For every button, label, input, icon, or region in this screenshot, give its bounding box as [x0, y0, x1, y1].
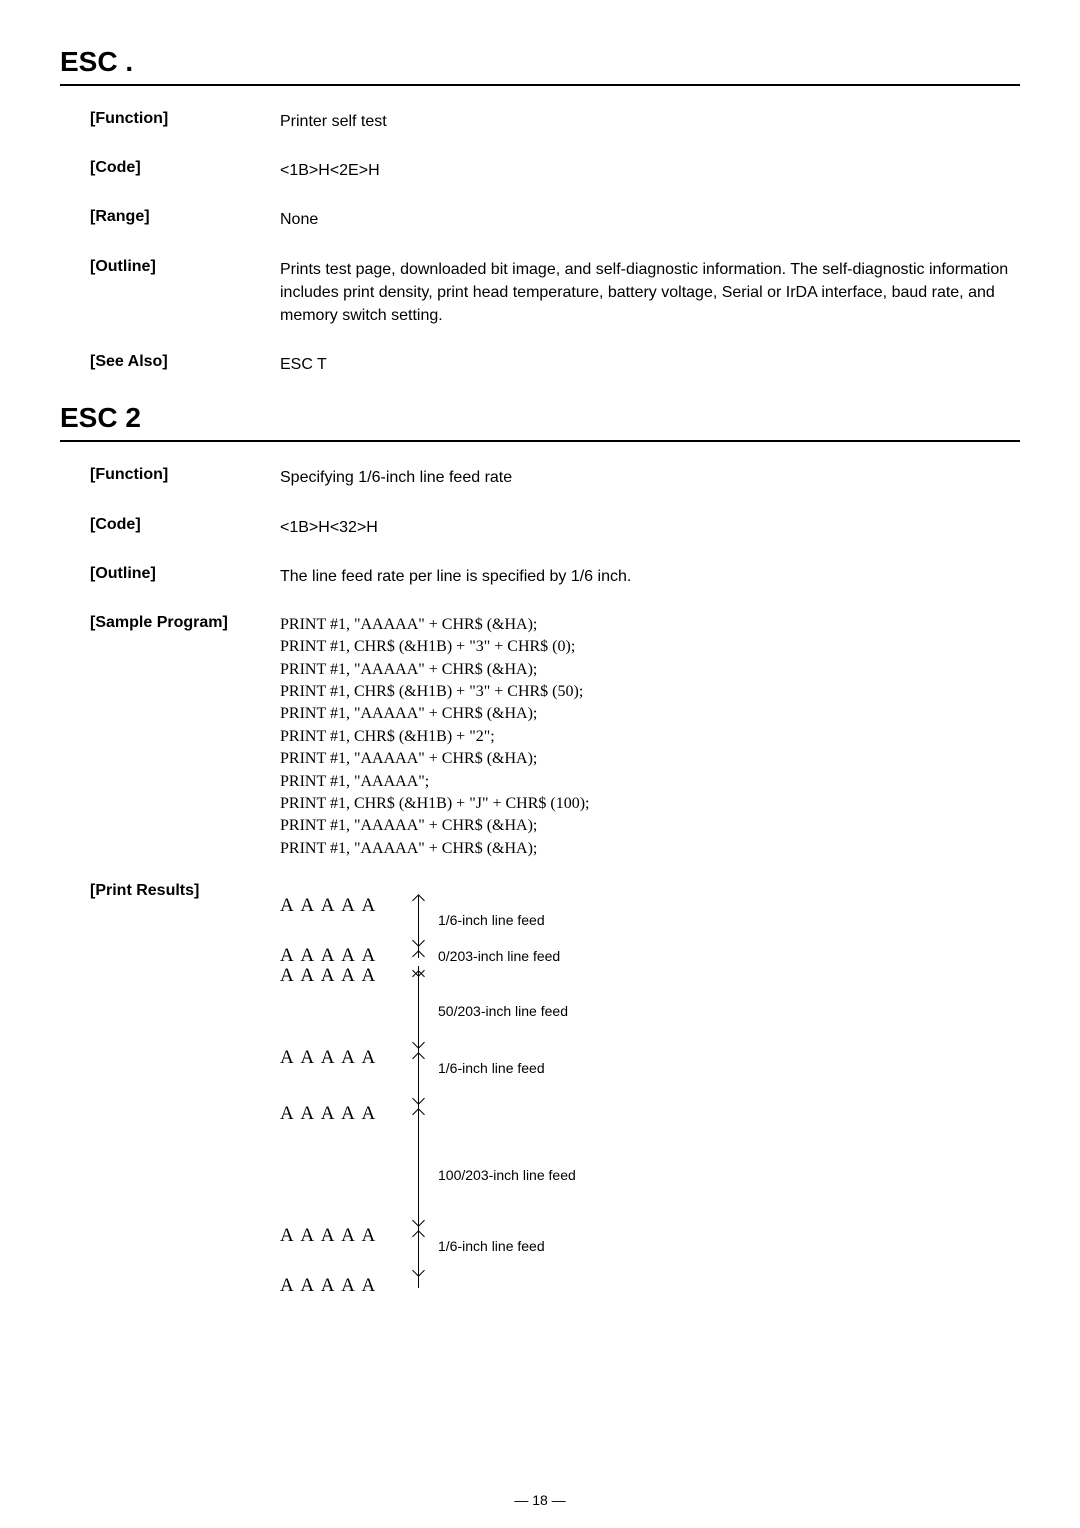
- arrow-up-icon: [412, 1108, 425, 1121]
- annotation: 1/6-inch line feed: [438, 910, 545, 930]
- aaaaa-text: A A A A A: [280, 962, 377, 990]
- code-line: PRINT #1, "AAAAA" + CHR$ (&HA);: [280, 815, 1020, 837]
- code-line: PRINT #1, CHR$ (&H1B) + "2";: [280, 726, 1020, 748]
- row-seealso: [See Also] ESC T: [60, 353, 1020, 376]
- annotation: 1/6-inch line feed: [438, 1058, 545, 1078]
- code-line: PRINT #1, CHR$ (&H1B) + "3" + CHR$ (50);: [280, 681, 1020, 703]
- aaaaa-text: A A A A A: [280, 1044, 377, 1072]
- label-code: [Code]: [90, 516, 280, 539]
- row-print-results: [Print Results] A A A A AA A A A AA A A …: [60, 882, 1020, 1322]
- sample-code: PRINT #1, "AAAAA" + CHR$ (&HA);PRINT #1,…: [280, 614, 1020, 860]
- value-seealso: ESC T: [280, 353, 1020, 376]
- code-line: PRINT #1, CHR$ (&H1B) + "3" + CHR$ (0);: [280, 636, 1020, 658]
- arrow-down-icon: [412, 1092, 425, 1105]
- label-function: [Function]: [90, 110, 280, 133]
- annotation: 1/6-inch line feed: [438, 1236, 545, 1256]
- aaaaa-text: A A A A A: [280, 1100, 377, 1128]
- arrow-down-icon: [412, 1264, 425, 1277]
- arrow-up-icon: [412, 1052, 425, 1065]
- arrow-up-icon: [412, 894, 425, 907]
- annotation: 0/203-inch line feed: [438, 946, 560, 966]
- arrow-down-icon: [412, 1214, 425, 1227]
- aaaaa-text: A A A A A: [280, 1272, 377, 1300]
- row-function: [Function] Printer self test: [60, 110, 1020, 133]
- label-function: [Function]: [90, 466, 280, 489]
- divider: [60, 440, 1020, 442]
- aaaaa-text: A A A A A: [280, 892, 377, 920]
- code-line: PRINT #1, "AAAAA" + CHR$ (&HA);: [280, 838, 1020, 860]
- row-code-2: [Code] <1B>H<32>H: [60, 516, 1020, 539]
- value-outline: Prints test page, downloaded bit image, …: [280, 258, 1020, 328]
- page-footer: — 18 —: [0, 1492, 1080, 1508]
- row-code: [Code] <1B>H<2E>H: [60, 159, 1020, 182]
- arrow-up-icon: [412, 950, 425, 963]
- label-outline: [Outline]: [90, 258, 280, 328]
- label-sample: [Sample Program]: [90, 614, 280, 860]
- label-code: [Code]: [90, 159, 280, 182]
- code-line: PRINT #1, "AAAAA" + CHR$ (&HA);: [280, 703, 1020, 725]
- row-range: [Range] None: [60, 208, 1020, 231]
- value-code: <1B>H<32>H: [280, 516, 1020, 539]
- label-print-results: [Print Results]: [90, 882, 280, 1322]
- value-code: <1B>H<2E>H: [280, 159, 1020, 182]
- row-outline: [Outline] Prints test page, downloaded b…: [60, 258, 1020, 328]
- value-function: Specifying 1/6-inch line feed rate: [280, 466, 1020, 489]
- code-line: PRINT #1, "AAAAA" + CHR$ (&HA);: [280, 748, 1020, 770]
- annotation: 100/203-inch line feed: [438, 1165, 576, 1185]
- arrow-up-icon: [412, 1230, 425, 1243]
- label-seealso: [See Also]: [90, 353, 280, 376]
- arrow-down-icon: [412, 1036, 425, 1049]
- row-function-2: [Function] Specifying 1/6-inch line feed…: [60, 466, 1020, 489]
- print-results-diagram: A A A A A A A A A A A A A A A A A A A A A A …: [280, 882, 1020, 1322]
- row-sample: [Sample Program] PRINT #1, "AAAAA" + CHR…: [60, 614, 1020, 860]
- divider: [60, 84, 1020, 86]
- value-range: None: [280, 208, 1020, 231]
- esc-2-title: ESC 2: [60, 402, 1020, 434]
- code-line: PRINT #1, "AAAAA";: [280, 771, 1020, 793]
- aaaaa-text: A A A A A: [280, 1222, 377, 1250]
- row-outline-2: [Outline] The line feed rate per line is…: [60, 565, 1020, 588]
- label-outline: [Outline]: [90, 565, 280, 588]
- value-function: Printer self test: [280, 110, 1020, 133]
- label-range: [Range]: [90, 208, 280, 231]
- annotation: 50/203-inch line feed: [438, 1001, 568, 1021]
- code-line: PRINT #1, "AAAAA" + CHR$ (&HA);: [280, 659, 1020, 681]
- arrow-down-icon: [412, 934, 425, 947]
- code-line: PRINT #1, "AAAAA" + CHR$ (&HA);: [280, 614, 1020, 636]
- value-outline: The line feed rate per line is specified…: [280, 565, 1020, 588]
- code-line: PRINT #1, CHR$ (&H1B) + "J" + CHR$ (100)…: [280, 793, 1020, 815]
- esc-dot-title: ESC .: [60, 46, 1020, 78]
